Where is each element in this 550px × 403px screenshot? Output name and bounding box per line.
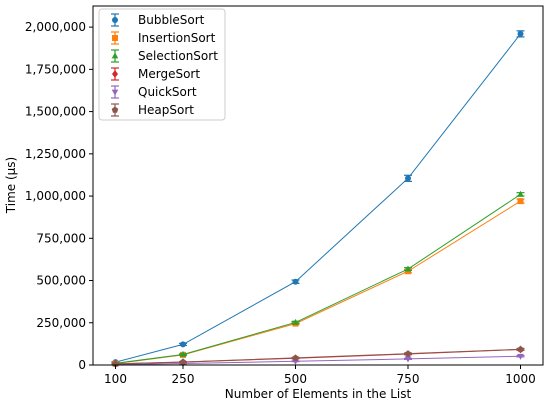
legend: BubbleSort InsertionSort SelectionSort Merg…: [98, 8, 226, 121]
legend-entry-heapsort: HeapSort: [111, 103, 194, 117]
data-point: [517, 353, 524, 360]
legend-entry-bubblesort: BubbleSort: [111, 13, 205, 27]
data-point: [517, 190, 524, 197]
data-point: [404, 356, 412, 363]
legend-marker: [111, 89, 119, 96]
legend-label: InsertionSort: [138, 31, 216, 45]
y-tick-label: 1,750,000: [25, 62, 86, 76]
data-point: [180, 341, 186, 348]
legend-entry-selectionsort: SelectionSort: [111, 49, 218, 63]
y-tick-label: 1,500,000: [25, 105, 86, 119]
legend-marker: [111, 52, 119, 59]
y-tick-label: 1,000,000: [25, 189, 86, 203]
data-point: [292, 278, 299, 285]
legend-label: QuickSort: [138, 85, 197, 99]
legend-entry-mergesort: MergeSort: [111, 67, 200, 81]
y-tick-label: 0: [78, 358, 86, 372]
data-point: [292, 318, 299, 325]
legend-marker: [112, 70, 118, 78]
legend-label: SelectionSort: [138, 49, 218, 63]
data-point: [517, 198, 524, 205]
data-point: [517, 30, 524, 37]
x-tick-label: 750: [397, 372, 420, 386]
data-point: [405, 175, 411, 182]
data-point: [404, 350, 412, 357]
data-point: [404, 265, 412, 272]
y-axis-title: Time (µs): [4, 157, 18, 214]
legend-marker: [111, 106, 119, 113]
series-line-insertionsort: [115, 200, 521, 365]
legend-entry-quicksort: QuickSort: [111, 85, 197, 99]
data-point: [179, 358, 187, 365]
legend-marker: [112, 35, 118, 41]
y-tick-label: 750,000: [36, 231, 86, 245]
plot-area: [111, 30, 525, 369]
y-tick-label: 2,000,000: [25, 20, 86, 34]
series-heapsort: [111, 345, 525, 367]
legend-box: [98, 8, 226, 121]
y-axis: 0 250,000 500,000 750,000 1,000,000 1,250,000…: [25, 20, 93, 372]
legend-marker: [112, 17, 118, 23]
y-tick-label: 500,000: [36, 274, 86, 288]
x-axis: 100 250 500 750 1000: [104, 365, 536, 386]
x-tick-label: 1000: [505, 372, 536, 386]
x-tick-label: 250: [172, 372, 195, 386]
legend-label: HeapSort: [138, 103, 194, 117]
x-tick-label: 500: [284, 372, 307, 386]
series-selectionsort: [111, 190, 525, 366]
legend-label: BubbleSort: [138, 13, 205, 27]
series-insertionsort: [111, 198, 525, 367]
legend-entry-insertionsort: InsertionSort: [111, 31, 216, 45]
plot-frame: [92, 5, 544, 366]
y-tick-label: 250,000: [36, 316, 86, 330]
series-line-selectionsort: [115, 193, 521, 364]
x-axis-title: Number of Elements in the List: [225, 387, 412, 401]
data-point: [517, 345, 524, 353]
series-line-heapsort: [115, 348, 521, 365]
y-tick-label: 1,250,000: [25, 147, 86, 161]
legend-label: MergeSort: [138, 67, 200, 81]
x-tick-label: 100: [104, 372, 127, 386]
data-point: [179, 350, 187, 357]
data-point: [292, 354, 299, 361]
